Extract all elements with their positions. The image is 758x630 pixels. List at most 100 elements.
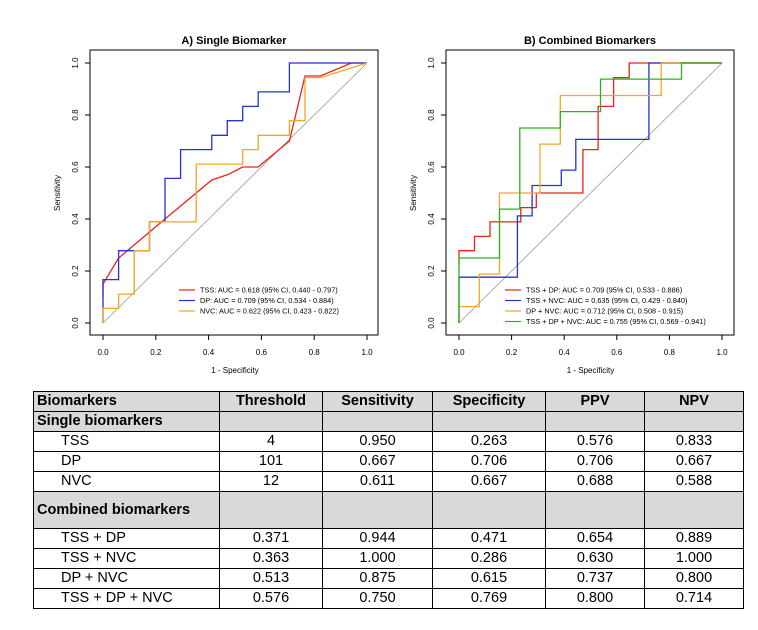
header-threshold: Threshold xyxy=(219,391,323,412)
y-tick-label: 1.0 xyxy=(427,57,436,69)
threshold-cell: 101 xyxy=(219,451,323,472)
specificity-cell: 0.286 xyxy=(432,548,546,569)
x-tick-label: 1.0 xyxy=(716,348,728,357)
performance-table: Biomarkers Threshold Sensitivity Specifi… xyxy=(33,391,744,609)
section-empty-cell xyxy=(219,491,323,529)
header-specificity: Specificity xyxy=(432,391,546,412)
header-biomarkers: Biomarkers xyxy=(33,391,220,412)
row-label: TSS + NVC xyxy=(33,548,220,569)
header-npv: NPV xyxy=(644,391,744,412)
legend-background xyxy=(502,284,731,332)
ppv-cell: 0.800 xyxy=(545,588,645,609)
sensitivity-cell: 0.944 xyxy=(322,528,433,549)
section-empty-cell xyxy=(545,411,645,432)
row-label: NVC xyxy=(33,471,220,492)
specificity-cell: 0.769 xyxy=(432,588,546,609)
npv-cell: 0.833 xyxy=(644,431,744,452)
y-tick-label: 0.4 xyxy=(71,213,80,225)
roc-charts-area: A) Single Biomarker 0.0 0.2 0.4 0.6 0.8 1.0 0.0… xyxy=(53,35,735,375)
legend-entry: DP + NVC: AUC = 0.712 (95% CI, 0.508 - 0… xyxy=(526,307,683,316)
table-header-row: Biomarkers Threshold Sensitivity Specifi… xyxy=(33,391,744,412)
legend-entry: TSS + NVC: AUC = 0.635 (95% CI, 0.429 - … xyxy=(526,296,687,305)
x-tick-label: 0.0 xyxy=(97,348,109,357)
x-axis-label: 1 - Specificity xyxy=(211,366,259,375)
legend-entry: TSS + DP: AUC = 0.709 (95% CI, 0.533 - 0… xyxy=(526,286,682,295)
threshold-cell: 4 xyxy=(219,431,323,452)
row-label: TSS + DP xyxy=(33,528,220,549)
threshold-cell: 0.371 xyxy=(219,528,323,549)
chart-title: A) Single Biomarker xyxy=(181,35,287,47)
x-tick-label: 0.2 xyxy=(150,348,162,357)
roc-charts-svg: A) Single Biomarker 0.0 0.2 0.4 0.6 0.8 1.0 0.0… xyxy=(53,35,735,375)
row-label: DP xyxy=(33,451,220,472)
y-tick-label: 0.6 xyxy=(427,161,436,173)
row-label: TSS xyxy=(33,431,220,452)
y-tick-label: 0.2 xyxy=(427,265,436,277)
x-tick-label: 0.2 xyxy=(506,348,518,357)
ppv-cell: 0.630 xyxy=(545,548,645,569)
sensitivity-cell: 0.750 xyxy=(322,588,433,609)
row-label: DP + NVC xyxy=(33,568,220,589)
table-row: TSS + DP + NVC 0.576 0.750 0.769 0.800 0… xyxy=(33,588,744,609)
roc-curve-series xyxy=(458,62,722,323)
legend-background xyxy=(176,284,373,322)
reference-diagonal xyxy=(102,62,368,324)
section-empty-cell xyxy=(644,411,744,432)
ppv-cell: 0.688 xyxy=(545,471,645,492)
section-empty-cell xyxy=(432,491,546,529)
section-empty-cell xyxy=(322,491,433,529)
x-tick-label: 0.4 xyxy=(559,348,571,357)
section-title: Single biomarkers xyxy=(33,411,220,432)
x-tick-label: 0.8 xyxy=(309,348,321,357)
ppv-cell: 0.706 xyxy=(545,451,645,472)
legend-entry: TSS: AUC = 0.618 (95% CI, 0.440 - 0.797) xyxy=(200,286,338,295)
y-axis-label: Sensitivity xyxy=(53,175,62,211)
y-tick-label: 0.8 xyxy=(427,109,436,121)
sensitivity-cell: 1.000 xyxy=(322,548,433,569)
section-empty-cell xyxy=(545,491,645,529)
sensitivity-cell: 0.950 xyxy=(322,431,433,452)
section-empty-cell xyxy=(322,411,433,432)
y-axis-label: Sensitivity xyxy=(409,175,418,211)
npv-cell: 0.588 xyxy=(644,471,744,492)
roc-curve-series xyxy=(458,62,722,323)
specificity-cell: 0.263 xyxy=(432,431,546,452)
table-row: TSS 4 0.950 0.263 0.576 0.833 xyxy=(33,431,744,452)
x-tick-label: 0.4 xyxy=(203,348,215,357)
threshold-cell: 0.363 xyxy=(219,548,323,569)
reference-diagonal xyxy=(458,62,723,324)
threshold-cell: 0.576 xyxy=(219,588,323,609)
x-tick-label: 0.6 xyxy=(256,348,268,357)
y-tick-label: 0.4 xyxy=(427,213,436,225)
npv-cell: 0.667 xyxy=(644,451,744,472)
x-tick-label: 1.0 xyxy=(361,348,373,357)
chart-title: B) Combined Biomarkers xyxy=(524,35,656,47)
specificity-cell: 0.471 xyxy=(432,528,546,549)
y-tick-label: 0.0 xyxy=(71,317,80,329)
y-tick-label: 0.8 xyxy=(71,109,80,121)
section-empty-cell xyxy=(432,411,546,432)
section-row-combined: Combined biomarkers xyxy=(33,491,744,529)
table-row: NVC 12 0.611 0.667 0.688 0.588 xyxy=(33,471,744,492)
npv-cell: 0.800 xyxy=(644,568,744,589)
row-label: TSS + DP + NVC xyxy=(33,588,220,609)
header-sensitivity: Sensitivity xyxy=(322,391,433,412)
roc-curve-series xyxy=(102,62,367,297)
y-tick-label: 0.2 xyxy=(71,265,80,277)
y-tick-label: 0.6 xyxy=(71,161,80,173)
legend-entry: TSS + DP + NVC: AUC = 0.755 (95% CI, 0.5… xyxy=(526,317,706,326)
plot-frame xyxy=(89,49,379,336)
ppv-cell: 0.737 xyxy=(545,568,645,589)
npv-cell: 0.889 xyxy=(644,528,744,549)
roc-curve-series xyxy=(102,62,368,323)
npv-cell: 1.000 xyxy=(644,548,744,569)
threshold-cell: 0.513 xyxy=(219,568,323,589)
roc-curve-series xyxy=(458,62,722,266)
npv-cell: 0.714 xyxy=(644,588,744,609)
specificity-cell: 0.615 xyxy=(432,568,546,589)
roc-curve-series xyxy=(458,62,722,323)
x-axis-label: 1 - Specificity xyxy=(567,366,615,375)
table-row: TSS + DP 0.371 0.944 0.471 0.654 0.889 xyxy=(33,528,744,549)
legend-entry: DP: AUC = 0.709 (95% CI, 0.534 - 0.884) xyxy=(200,296,334,305)
ppv-cell: 0.576 xyxy=(545,431,645,452)
